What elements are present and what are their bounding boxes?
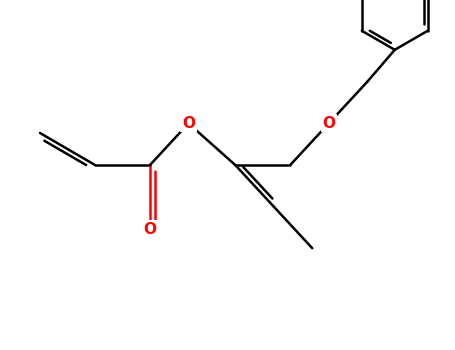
Text: O: O — [143, 222, 157, 237]
Text: O: O — [322, 116, 335, 131]
Text: O: O — [182, 116, 195, 131]
